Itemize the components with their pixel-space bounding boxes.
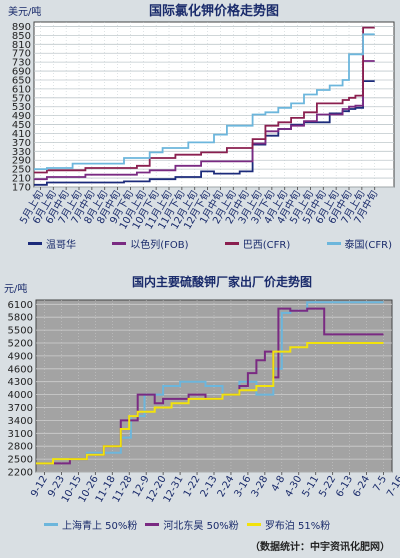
y-tick-label: 2500 [8, 455, 33, 466]
legend-item: 罗布泊 51%粉 [246, 517, 331, 532]
y-tick-label: 730 [12, 58, 31, 69]
y-tick-label: 3700 [8, 403, 33, 414]
y-tick-label: 5500 [8, 326, 33, 337]
y-tick-label: 770 [12, 49, 31, 60]
y-tick-label: 210 [12, 174, 31, 185]
legend-item: 河北东昊 50%粉 [145, 517, 239, 532]
legend-label: 上海青上 50%粉 [62, 521, 138, 532]
legend-label: 温哥华 [46, 240, 76, 251]
y-tick-label: 4000 [8, 390, 33, 401]
x-tick-label: 4-30 [283, 474, 304, 499]
y-tick-label: 250 [12, 165, 31, 176]
legend-label: 泰国(CFR) [344, 240, 393, 251]
y-tick-label: 6100 [8, 300, 33, 311]
source-note: （数据统计：中宇资讯化肥网） [250, 542, 390, 553]
x-tick-label: 5-11 [300, 474, 321, 499]
legend-item: 泰国(CFR) [326, 236, 393, 251]
y-tick-label: 570 [12, 93, 31, 104]
y-tick-label: 5200 [8, 339, 33, 350]
legend-label: 巴西(CFR) [242, 240, 291, 251]
y-tick-label: 450 [12, 120, 31, 131]
y-tick-label: 850 [12, 31, 31, 42]
y-tick-label: 890 [12, 22, 31, 33]
y-tick-label: 5800 [8, 313, 33, 324]
series-line [34, 33, 375, 171]
y-tick-label: 2800 [8, 442, 33, 453]
y-tick-label: 650 [12, 75, 31, 86]
y-tick-label: 4900 [8, 351, 33, 362]
y-tick-label: 690 [12, 67, 31, 78]
legend-label: 以色列(FOB) [130, 240, 189, 251]
legend-item: 以色列(FOB) [112, 236, 189, 251]
y-tick-label: 530 [12, 102, 31, 113]
legend-swatch [224, 242, 239, 245]
legend-item: 巴西(CFR) [224, 236, 291, 251]
series-line [36, 342, 384, 465]
x-tick-label: 7-16 [385, 474, 400, 499]
legend-item: 上海青上 50%粉 [44, 517, 137, 532]
potash-legend: 温哥华 以色列(FOB) 巴西(CFR) 泰国(CFR) [28, 236, 392, 251]
y-tick-label: 410 [12, 129, 31, 140]
x-tick-label: 3-16 [233, 474, 254, 499]
legend-swatch [145, 523, 160, 526]
y-axis-label: 美元/吨 [8, 5, 41, 18]
x-tick-label: 2-24 [216, 474, 237, 499]
sulfate-legend: 上海青上 50%粉 河北东昊 50%粉 罗布泊 51%粉 [44, 517, 392, 532]
x-tick-label: 1-22 [182, 474, 203, 499]
legend-swatch [246, 523, 261, 526]
legend-swatch [44, 523, 58, 526]
legend-label: 河北东昊 50%粉 [163, 521, 239, 532]
y-tick-label: 370 [12, 138, 31, 149]
legend-swatch [112, 242, 127, 245]
series-line [36, 301, 384, 465]
y-tick-label: 330 [12, 147, 31, 158]
legend-swatch [326, 242, 341, 245]
y-tick-label: 4300 [8, 377, 33, 388]
y-tick-label: 4600 [8, 364, 33, 375]
x-tick-label: 2-13 [199, 474, 220, 499]
series-line [34, 26, 375, 174]
y-tick-label: 3100 [8, 429, 33, 440]
chart-title: 国内主要硫酸钾厂家出厂价走势图 [132, 274, 312, 289]
y-tick-label: 610 [12, 84, 31, 95]
y-tick-label: 2200 [8, 468, 33, 479]
x-tick-label: 5-22 [317, 474, 338, 499]
potash-chart: 国际氯化钾价格走势图 美元/吨 17021025029033037041045049… [8, 3, 395, 232]
y-tick-label: 490 [12, 111, 31, 122]
legend-swatch [28, 242, 42, 245]
y-tick-label: 290 [12, 156, 31, 167]
legend-item: 温哥华 [28, 236, 76, 251]
x-tick-label: 6-13 [334, 474, 355, 499]
x-tick-label: 6-24 [351, 474, 372, 499]
legend-label: 罗布泊 51%粉 [264, 521, 331, 532]
plot-area [33, 21, 395, 188]
y-tick-label: 170 [12, 183, 31, 194]
y-tick-label: 3400 [8, 416, 33, 427]
chart-title: 国际氯化钾价格走势图 [149, 3, 279, 19]
y-tick-label: 810 [12, 40, 31, 51]
x-tick-label: 3-28 [250, 474, 271, 499]
y-axis-label: 元/吨 [4, 282, 27, 295]
